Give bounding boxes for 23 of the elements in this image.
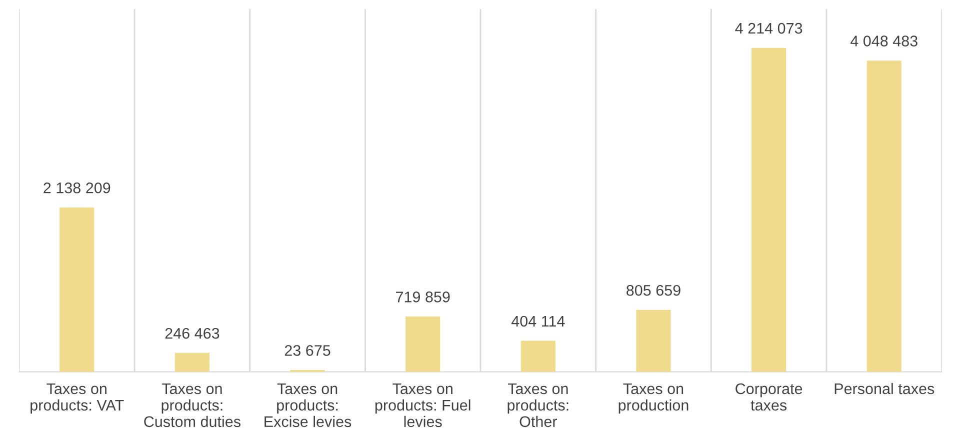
bar	[866, 60, 902, 372]
x-tick-label: Taxes on products: VAT	[30, 384, 124, 414]
x-tick-label: Taxes on products: Excise levies	[264, 384, 352, 428]
x-tick-label: Taxes on products: Fuel levies	[375, 384, 470, 428]
data-label: 246 463	[165, 328, 220, 339]
data-label: 4 214 073	[735, 22, 802, 34]
bar	[60, 207, 94, 372]
x-tick-label: Taxes on products: Custom duties	[144, 384, 240, 428]
data-label: 2 138 209	[44, 182, 110, 194]
data-label: 23 675	[284, 345, 330, 356]
bar	[752, 48, 786, 372]
x-tick-label: Taxes on production	[618, 384, 688, 414]
bar	[636, 310, 671, 372]
data-label: 4 048 483	[850, 36, 918, 46]
data-label: 719 859	[396, 292, 450, 302]
x-tick-label: Personal taxes	[834, 382, 934, 394]
bar	[174, 352, 210, 372]
bar	[520, 340, 556, 372]
data-label: 404 114	[511, 316, 565, 327]
bar	[406, 316, 440, 372]
data-label: 805 659	[626, 284, 680, 296]
x-tick-label: Taxes on products: Other	[508, 384, 568, 428]
x-tick-label: Corporate taxes	[736, 383, 802, 411]
